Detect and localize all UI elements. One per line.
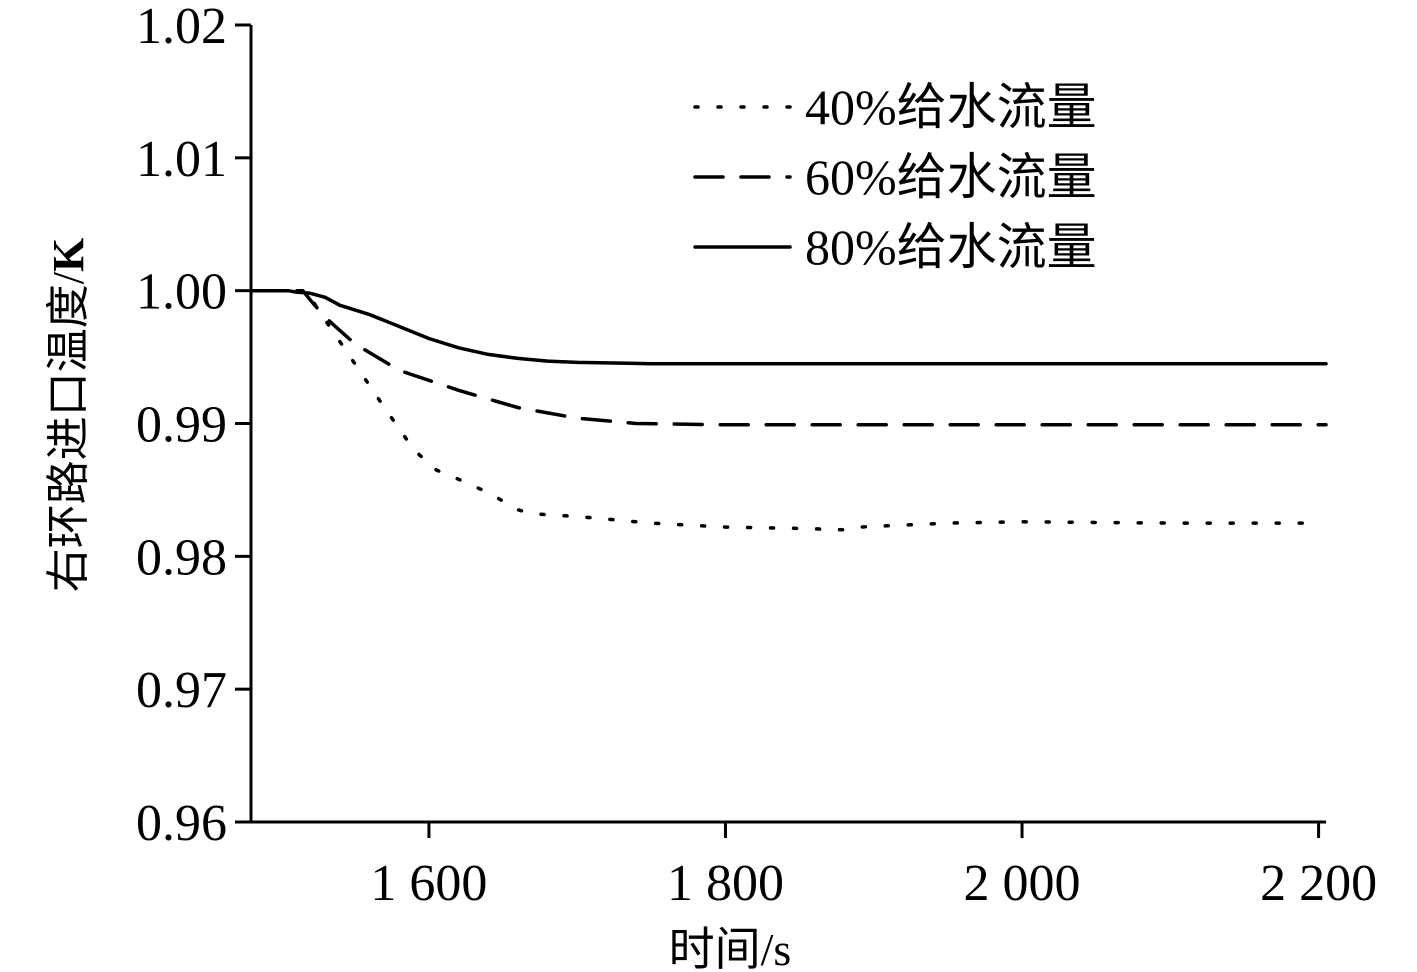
series-line	[249, 288, 1321, 532]
y-axis-label-unit: K	[44, 238, 93, 272]
x-tick-label: 1 800	[667, 855, 784, 912]
y-tick-label: 0.99	[136, 397, 227, 454]
series-line	[249, 288, 1328, 366]
legend-label: 60%给水流量	[805, 149, 1097, 205]
y-tick-label: 1.02	[136, 0, 227, 55]
y-axis-label: 右环路进口温度/K	[44, 238, 93, 592]
legend-label: 40%给水流量	[805, 79, 1097, 135]
x-tick-label: 2 000	[964, 855, 1081, 912]
y-tick-label: 1.01	[136, 131, 227, 188]
x-ticks: 1 600 1 800 2 000 2 200	[370, 822, 1377, 912]
y-axis-label-main: 右环路进口温度/	[44, 271, 93, 592]
x-axis-label: 时间/s	[669, 924, 792, 972]
x-tick-label: 2 200	[1260, 855, 1377, 912]
y-ticks: 0.96 0.97 0.98 0.99 1.00 1.01 1.02	[136, 0, 251, 852]
y-tick-label: 1.00	[136, 264, 227, 321]
series-line	[249, 288, 1328, 427]
legend-label: 80%给水流量	[805, 219, 1097, 275]
x-tick-label: 1 600	[370, 855, 487, 912]
y-tick-label: 0.96	[136, 795, 227, 852]
legend: 40%给水流量 60%给水流量 80%给水流量	[693, 79, 1097, 275]
y-tick-label: 0.98	[136, 529, 227, 586]
y-tick-label: 0.97	[136, 662, 227, 719]
series-lines	[249, 288, 1328, 532]
